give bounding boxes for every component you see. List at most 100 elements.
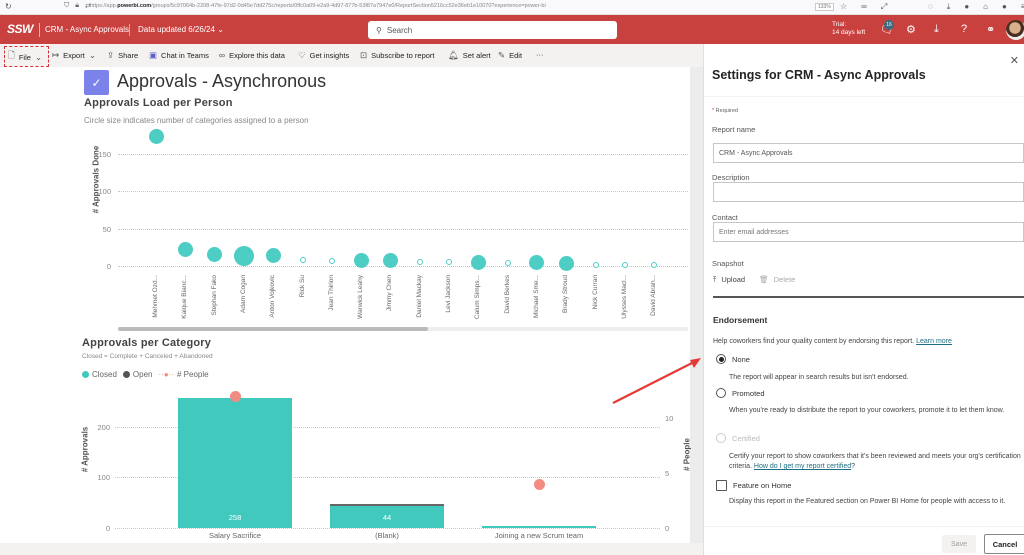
x-axis-label: Daniel Mackay bbox=[415, 275, 423, 318]
x-axis-label: (Blank) bbox=[375, 531, 399, 540]
data-point[interactable] bbox=[621, 261, 628, 268]
gridline bbox=[118, 266, 688, 267]
expand-icon[interactable]: ⤢ bbox=[880, 2, 888, 11]
bar-closed[interactable] bbox=[482, 526, 596, 528]
ssw-logo[interactable]: SSW bbox=[7, 22, 33, 36]
radio-promoted[interactable]: Promoted bbox=[716, 388, 765, 398]
certification-help-link[interactable]: How do I get my report certified bbox=[753, 463, 852, 470]
explore-data-button[interactable]: ∞ Explore this data bbox=[219, 50, 285, 60]
data-point[interactable] bbox=[382, 252, 398, 268]
legend-item-open[interactable]: Open bbox=[132, 370, 153, 379]
data-point[interactable] bbox=[504, 260, 511, 266]
reader-icon[interactable]: ∞ bbox=[861, 2, 867, 11]
pocket-icon[interactable]: ◌ bbox=[928, 2, 933, 11]
search-box[interactable]: ⚲ Search bbox=[368, 21, 617, 39]
downloads-icon[interactable]: ⤓ bbox=[946, 2, 951, 11]
more-options-button[interactable]: ··· bbox=[536, 50, 544, 59]
reload-icon[interactable]: ↻ bbox=[5, 2, 12, 11]
gridline bbox=[118, 154, 688, 155]
cancel-button[interactable]: Cancel bbox=[984, 534, 1024, 554]
canvas-scrollbar[interactable] bbox=[690, 67, 703, 543]
export-button[interactable]: ↦ Export ⌄ bbox=[52, 50, 96, 60]
radio-button[interactable] bbox=[716, 354, 726, 364]
divider bbox=[713, 296, 1024, 298]
report-name-input[interactable]: CRM - Async Approvals bbox=[713, 143, 1024, 163]
radio-button[interactable] bbox=[716, 388, 726, 398]
file-menu-button[interactable]: 🗋 File ⌄ bbox=[8, 50, 42, 64]
contact-input[interactable]: Enter email addresses bbox=[713, 222, 1024, 242]
extension-icon[interactable]: ● bbox=[964, 2, 970, 11]
share-button[interactable]: ⇪ Share bbox=[107, 50, 139, 60]
x-axis-label: Levi Jackson bbox=[445, 275, 452, 313]
x-axis-label: David Abrah... bbox=[650, 275, 658, 316]
description-input[interactable] bbox=[713, 182, 1024, 202]
bookmark-star-icon[interactable]: ☆ bbox=[840, 2, 848, 11]
feedback-icon[interactable]: ⚭ bbox=[986, 24, 996, 36]
radio-button bbox=[716, 433, 726, 443]
data-point[interactable] bbox=[148, 128, 164, 144]
report-name[interactable]: CRM - Async Approvals bbox=[45, 25, 130, 34]
upload-button[interactable]: ⤒ Upload bbox=[713, 275, 746, 284]
data-point[interactable] bbox=[651, 262, 658, 269]
data-point[interactable] bbox=[529, 254, 545, 270]
x-axis-label: Calum Simps... bbox=[474, 275, 482, 320]
x-axis-label: Joining a new Scrum team bbox=[494, 531, 584, 540]
people-marker[interactable] bbox=[533, 478, 545, 490]
file-highlight-annotation bbox=[4, 46, 49, 67]
radio-none[interactable]: None bbox=[716, 354, 750, 364]
data-point[interactable] bbox=[233, 245, 254, 266]
data-updated-dropdown[interactable]: Data updated 6/26/24 ⌄ bbox=[138, 25, 224, 34]
data-point[interactable] bbox=[328, 257, 335, 264]
pencil-icon: ✎ bbox=[498, 50, 506, 60]
export-icon: ↦ bbox=[52, 50, 60, 60]
bar-open[interactable] bbox=[330, 503, 444, 506]
checkbox[interactable] bbox=[716, 480, 727, 491]
x-axis-label: Stephan Fako bbox=[210, 275, 218, 316]
help-icon[interactable]: ? bbox=[961, 23, 968, 35]
search-icon: ⚲ bbox=[376, 25, 382, 35]
browser-address-bar: ↻ ⛉ 🔒︎ ⇄ https://app.powerbi.com/groups/5c… bbox=[0, 0, 1024, 15]
zoom-level[interactable]: 133% bbox=[815, 3, 834, 11]
scrollbar-thumb[interactable] bbox=[118, 327, 428, 331]
save-button[interactable]: Save bbox=[942, 535, 976, 553]
bell-icon: 🔔︎ bbox=[448, 50, 459, 60]
data-point[interactable] bbox=[446, 259, 452, 266]
data-point[interactable] bbox=[207, 246, 223, 262]
x-axis-label: Nick Curran bbox=[591, 275, 599, 310]
bar-closed[interactable] bbox=[178, 397, 292, 528]
chart-title: Approvals per Category bbox=[82, 337, 212, 349]
data-point[interactable] bbox=[265, 248, 281, 263]
feature-on-home-checkbox[interactable]: Feature on Home bbox=[716, 480, 791, 491]
x-axis-label: Kaique Bianc... bbox=[181, 275, 189, 319]
home-icon[interactable]: ⌂ bbox=[983, 2, 988, 11]
data-point[interactable] bbox=[470, 254, 486, 270]
bar-closed[interactable] bbox=[330, 505, 444, 528]
extension2-icon[interactable]: ● bbox=[1002, 2, 1007, 11]
chart-horizontal-scrollbar[interactable] bbox=[118, 327, 688, 331]
data-point[interactable] bbox=[416, 258, 423, 265]
delete-button[interactable]: 🗑︎ Delete bbox=[759, 275, 796, 284]
legend-item-people[interactable]: # People bbox=[176, 370, 209, 379]
legend-item-closed[interactable]: Closed bbox=[92, 370, 117, 379]
avatar[interactable] bbox=[1006, 20, 1024, 40]
menu-icon[interactable]: ≡ bbox=[1020, 2, 1024, 11]
get-insights-button[interactable]: ♡ Get insights bbox=[298, 50, 350, 60]
data-point[interactable] bbox=[177, 242, 193, 257]
data-point[interactable] bbox=[592, 261, 599, 268]
chat-in-teams-button[interactable]: ▣ Chat in Teams bbox=[149, 50, 209, 60]
data-point[interactable] bbox=[353, 252, 369, 268]
gridline bbox=[118, 191, 688, 192]
set-alert-button[interactable]: 🔔︎ Set alert bbox=[448, 50, 491, 60]
chart-subtitle: Closed = Complete + Canceled + Abandoned bbox=[82, 353, 213, 360]
download-icon[interactable]: ⤓ bbox=[934, 23, 939, 35]
url-field[interactable]: https://app.powerbi.com/groups/5c97064b-… bbox=[90, 3, 546, 9]
subscribe-button[interactable]: ⊡ Subscribe to report bbox=[360, 50, 435, 60]
learn-more-link[interactable]: Learn more bbox=[916, 338, 952, 345]
edit-button[interactable]: ✎ Edit bbox=[498, 50, 523, 60]
data-point[interactable] bbox=[299, 257, 306, 263]
people-marker[interactable] bbox=[229, 390, 241, 402]
y-tick: 150 bbox=[98, 150, 111, 159]
close-icon[interactable]: ✕ bbox=[1009, 55, 1019, 67]
data-point[interactable] bbox=[558, 255, 574, 271]
settings-icon[interactable]: ⚙ bbox=[906, 24, 916, 36]
